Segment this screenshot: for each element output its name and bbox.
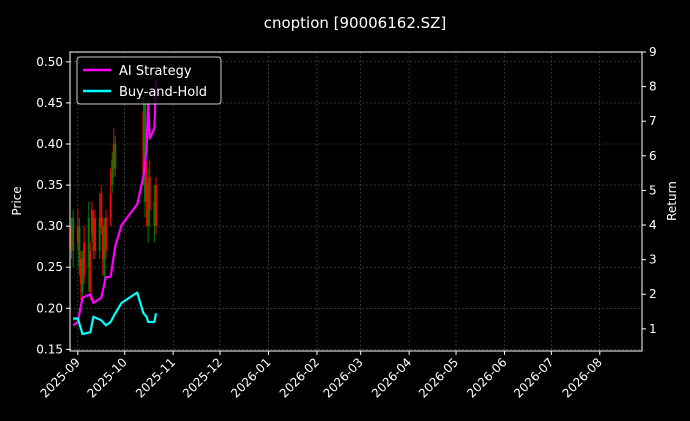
y-tick-label: 0.40 (36, 137, 63, 151)
buy-hold-line (73, 291, 158, 336)
y-tick-label: 0.25 (36, 260, 63, 274)
y2-axis-label: Return (665, 181, 679, 221)
y2-tick-label: 5 (649, 183, 657, 197)
y-tick-label: 0.35 (36, 178, 63, 192)
y2-tick-label: 8 (649, 80, 657, 94)
legend-label-strategy: AI Strategy (119, 64, 192, 79)
legend-box (76, 56, 222, 105)
plot-frame (69, 51, 643, 352)
y2-tick-label: 9 (649, 45, 657, 59)
y2-tick-label: 1 (649, 322, 657, 336)
y-tick-label: 0.45 (36, 96, 63, 110)
y2-tick-label: 2 (649, 287, 657, 301)
y2-tick-label: 4 (649, 218, 657, 232)
y-axis-label: Price (10, 186, 24, 215)
y-tick-label: 0.50 (36, 55, 63, 69)
legend: AI Strategy Buy-and-Hold (76, 56, 222, 105)
legend-label-buy-hold: Buy-and-Hold (119, 85, 207, 100)
y-tick-label: 0.20 (36, 301, 63, 315)
candles (70, 86, 157, 301)
strategy-line (72, 79, 158, 327)
chart-title: cnoption [90006162.SZ] (264, 14, 447, 32)
series-lines (72, 79, 158, 336)
y2-tick-label: 7 (649, 114, 657, 128)
y-tick-label: 0.15 (36, 342, 63, 356)
y2-tick-label: 6 (649, 149, 657, 163)
y2-tick-label: 3 (649, 253, 657, 267)
y-tick-label: 0.30 (36, 219, 63, 233)
